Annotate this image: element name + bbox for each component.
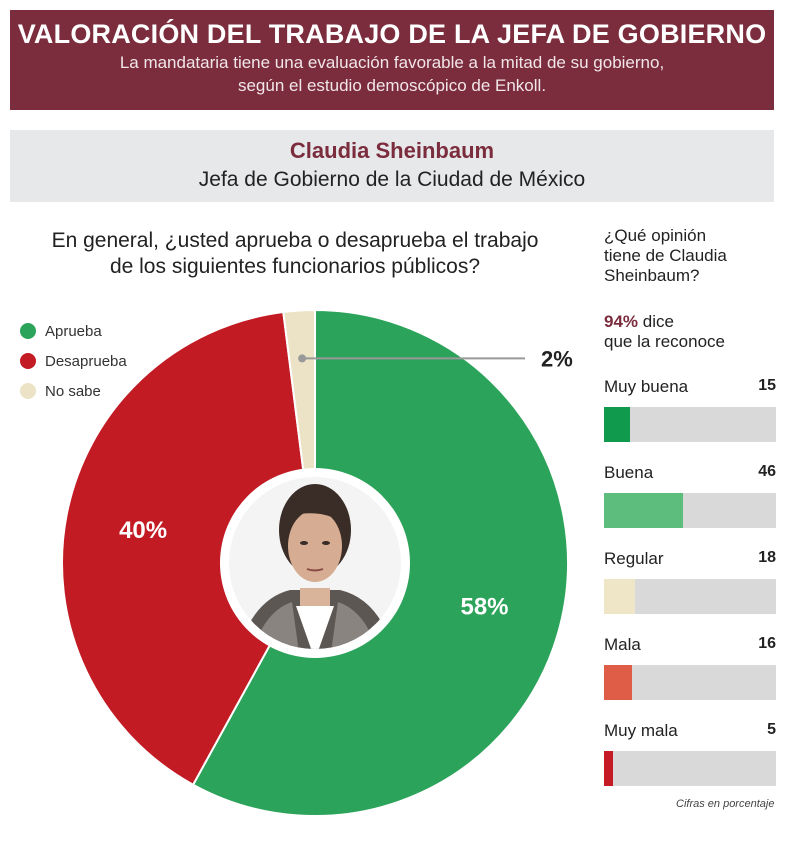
bar-track [604,407,776,442]
portrait-photo [220,468,410,658]
legend-dot-aprueba [20,323,36,339]
bar-label: Muy mala [604,721,678,740]
person-name-bar: Claudia Sheinbaum Jefa de Gobierno de la… [10,130,774,202]
footnote: Cifras en porcentaje [676,798,775,810]
bar-fill [604,407,630,442]
opinion-question: ¿Qué opinión tiene de Claudia Sheinbaum? [604,226,727,286]
bar-track [604,751,776,786]
bar-row: Muy mala 5 [604,721,776,786]
bar-label: Mala [604,635,641,654]
bar-value: 46 [758,463,776,480]
person-name: Claudia Sheinbaum [289,138,495,163]
bar-track [604,493,776,528]
legend-dot-desaprueba [20,353,36,369]
opinion-question-line-3: Sheinbaum? [604,266,700,285]
pie-labels: 58% 40% 2% [119,346,573,620]
bar-fill [604,665,632,700]
bar-track [604,579,776,614]
pie-label-aprueba: 58% [460,594,508,621]
bar-fill [604,493,684,528]
bar-fill [604,579,635,614]
question-line-2: de los siguientes funcionarios públicos? [109,255,481,278]
legend-label-aprueba: Aprueba [45,322,102,340]
bar-label: Regular [604,549,664,568]
approval-pie-chart: 58% 40% 2% [61,308,573,817]
recognition-text-2: que la reconoce [604,332,725,351]
pie-slice-desaprueba [61,310,317,787]
pie-label-desaprueba: 40% [119,517,167,544]
legend-label-no-sabe: No sabe [45,382,101,400]
recognition-text-1: dice [638,312,674,331]
bar-value: 16 [758,635,776,652]
bar-row: Muy buena 15 [604,377,776,442]
bar-label: Muy buena [604,377,689,396]
bar-track [604,665,776,700]
legend-item-desaprueba: Desaprueba [20,346,127,376]
bar-fill [604,751,613,786]
bar-value: 18 [758,549,776,566]
legend-dot-no-sabe [20,383,36,399]
subtitle-line-2: según el estudio demoscópico de Enkoll. [237,76,547,95]
subtitle-line-1: La mandataria tiene una evaluación favor… [119,53,665,72]
legend-item-aprueba: Aprueba [20,316,127,346]
legend-item-no-sabe: No sabe [20,376,127,406]
bar-value: 5 [767,721,776,738]
bar-label: Buena [604,463,654,482]
bar-value: 15 [758,377,776,394]
legend-label-desaprueba: Desaprueba [45,352,127,370]
question-line-1: En general, ¿usted aprueba o desaprueba … [51,229,539,252]
pie-label-no-sabe: 2% [541,346,573,371]
recognition-percent: 94% [604,312,639,331]
bar-row: Regular 18 [604,549,776,614]
header-banner: VALORACIÓN DEL TRABAJO DE LA JEFA DE GOB… [10,10,774,110]
opinion-question-line-1: ¿Qué opinión [604,226,707,245]
bar-row: Buena 46 [604,463,776,528]
survey-question: En general, ¿usted aprueba o desaprueba … [10,228,580,280]
page-title: VALORACIÓN DEL TRABAJO DE LA JEFA DE GOB… [17,19,767,49]
recognition-note: 94% dice que la reconoce [604,312,725,352]
bar-row: Mala 16 [604,635,776,700]
opinion-question-line-2: tiene de Claudia [604,246,727,265]
pie-legend: Aprueba Desaprueba No sabe [20,316,127,406]
person-role: Jefa de Gobierno de la Ciudad de México [198,168,586,191]
